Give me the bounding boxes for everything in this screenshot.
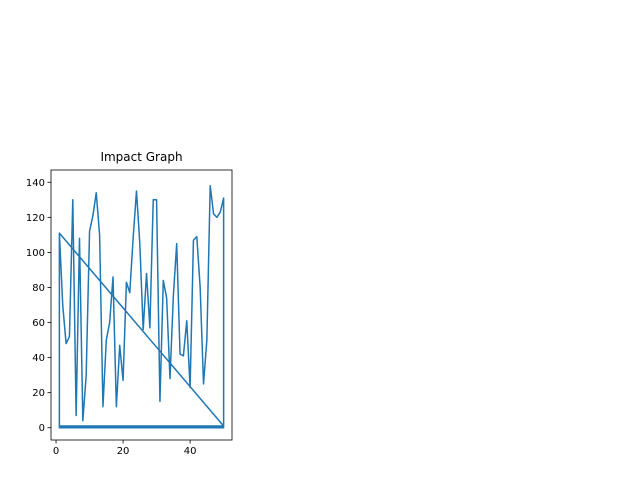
axes: 0 20 40 0 20 40 60 80 100 120 140 [26,169,233,457]
plot-area [58,185,225,429]
y-tick-label: 80 [32,283,45,294]
y-tick-label: 0 [39,423,45,434]
y-tick-label: 140 [26,178,45,189]
y-tick-label: 20 [32,388,45,399]
y-tick-label: 120 [26,213,45,224]
y-tick-label: 60 [32,318,45,329]
x-tick-label: 20 [117,446,130,457]
y-tick-label: 40 [32,353,45,364]
y-tick-label: 100 [26,248,45,259]
axes-frame [50,169,233,441]
chart-title: Impact Graph [100,150,182,164]
x-tick-label: 40 [184,446,197,457]
x-tick-label: 0 [53,446,59,457]
series-line-0 [58,185,225,429]
